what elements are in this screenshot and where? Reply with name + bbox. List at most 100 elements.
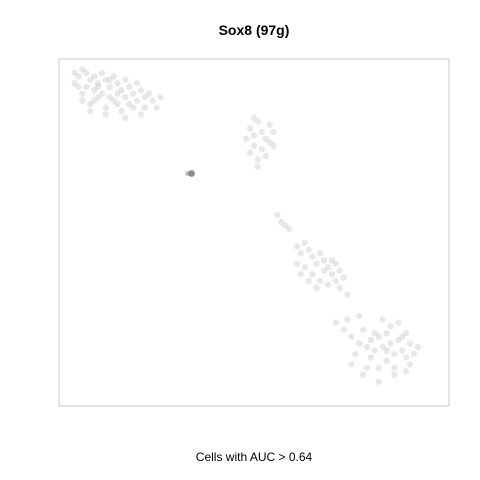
scatter-point bbox=[348, 361, 355, 368]
scatter-point bbox=[363, 364, 371, 371]
scatter-point bbox=[129, 104, 137, 111]
scatter-point bbox=[114, 80, 121, 87]
scatter-point bbox=[75, 73, 82, 80]
scatter-point bbox=[309, 270, 316, 278]
scatter-point bbox=[258, 146, 265, 153]
scatter-point bbox=[118, 87, 125, 94]
scatter-point bbox=[352, 350, 359, 358]
scatter-point bbox=[188, 170, 196, 177]
scatter-point bbox=[114, 90, 121, 97]
scatter-point bbox=[98, 69, 106, 77]
scatter-point bbox=[293, 243, 301, 250]
scatter-point bbox=[83, 83, 90, 91]
scatter-point bbox=[282, 222, 289, 229]
scatter-point bbox=[90, 87, 98, 94]
scatter-point bbox=[375, 364, 382, 371]
scatter-point bbox=[157, 94, 164, 101]
scatter-point bbox=[114, 100, 121, 108]
scatter-point bbox=[321, 267, 328, 274]
scatter-point bbox=[126, 100, 133, 108]
x-axis-label: Cells with AUC > 0.64 bbox=[196, 450, 313, 464]
scatter-point bbox=[137, 87, 145, 94]
scatter-point bbox=[133, 97, 141, 104]
scatter-point bbox=[293, 260, 301, 267]
scatter-point bbox=[399, 333, 406, 340]
scatter-point bbox=[406, 340, 414, 347]
scatter-point bbox=[106, 94, 113, 101]
scatter-point bbox=[98, 90, 106, 97]
scatter-point bbox=[102, 111, 110, 118]
scatter-point bbox=[297, 250, 304, 257]
scatter-point bbox=[414, 343, 421, 351]
scatter-point bbox=[79, 97, 86, 104]
scatter-point bbox=[395, 319, 402, 326]
scatter-point bbox=[270, 142, 277, 149]
scatter-point bbox=[336, 267, 343, 274]
scatter-point bbox=[87, 76, 94, 84]
scatter-point bbox=[383, 329, 390, 337]
scatter-point bbox=[262, 153, 269, 160]
scatter-point bbox=[71, 80, 78, 87]
scatter-point bbox=[340, 326, 347, 333]
scatter-point bbox=[348, 333, 355, 340]
scatter-point bbox=[122, 94, 129, 101]
scatter-point bbox=[336, 284, 343, 292]
scatter-point bbox=[332, 277, 340, 285]
scatter-point bbox=[340, 274, 347, 281]
scatter-point bbox=[391, 364, 398, 371]
scatter-point bbox=[250, 132, 258, 139]
scatter-point bbox=[137, 111, 145, 118]
scatter-point bbox=[395, 336, 402, 344]
scatter-point bbox=[371, 329, 379, 337]
scatter-point bbox=[270, 128, 277, 136]
scatter-point bbox=[141, 94, 148, 101]
scatter-point bbox=[102, 76, 110, 84]
scatter-point bbox=[118, 107, 125, 115]
scatter-point bbox=[297, 270, 304, 278]
scatter-point bbox=[83, 69, 90, 77]
scatter-point bbox=[367, 336, 375, 344]
scatter-point bbox=[402, 354, 410, 361]
scatter-point bbox=[328, 257, 336, 264]
scatter-point bbox=[266, 139, 273, 146]
scatter-point bbox=[379, 316, 386, 323]
scatter-point bbox=[356, 312, 363, 319]
scatter-point bbox=[258, 128, 265, 136]
scatter-point bbox=[149, 97, 156, 104]
chart-title: Sox8 (97g) bbox=[219, 22, 290, 38]
scatter-point bbox=[75, 83, 82, 91]
scatter-point bbox=[391, 350, 398, 358]
scatter-point bbox=[367, 354, 375, 361]
scatter-point bbox=[360, 371, 367, 378]
scatter-point bbox=[71, 69, 78, 77]
scatter-point bbox=[141, 104, 148, 111]
scatter-point bbox=[90, 97, 98, 104]
scatter-point bbox=[410, 350, 418, 358]
scatter-point bbox=[402, 368, 410, 375]
scatter-point bbox=[246, 125, 254, 132]
scatter-point bbox=[122, 76, 129, 84]
scatter-point bbox=[406, 361, 414, 368]
scatter-point bbox=[87, 107, 94, 115]
scatter-point bbox=[122, 114, 129, 122]
scatter-point bbox=[356, 340, 363, 347]
scatter-point bbox=[79, 90, 86, 97]
scatter-point bbox=[285, 225, 293, 233]
scatter-point bbox=[262, 135, 269, 142]
scatter-point bbox=[254, 118, 262, 125]
scatter-point bbox=[110, 73, 117, 80]
scatter-point bbox=[321, 257, 328, 264]
scatter-point bbox=[94, 80, 102, 87]
scatter-point bbox=[375, 333, 382, 340]
scatter-point bbox=[145, 90, 152, 97]
scatter-point bbox=[266, 121, 273, 129]
scatter-point bbox=[254, 163, 262, 170]
scatter-point bbox=[371, 347, 379, 354]
scatter-point bbox=[94, 94, 102, 101]
scatter-point bbox=[87, 100, 94, 108]
scatter-point bbox=[387, 323, 394, 330]
scatter-point bbox=[309, 253, 316, 260]
scatter-point bbox=[305, 246, 312, 253]
scatter-point bbox=[332, 319, 340, 326]
scatter-point bbox=[246, 149, 254, 156]
